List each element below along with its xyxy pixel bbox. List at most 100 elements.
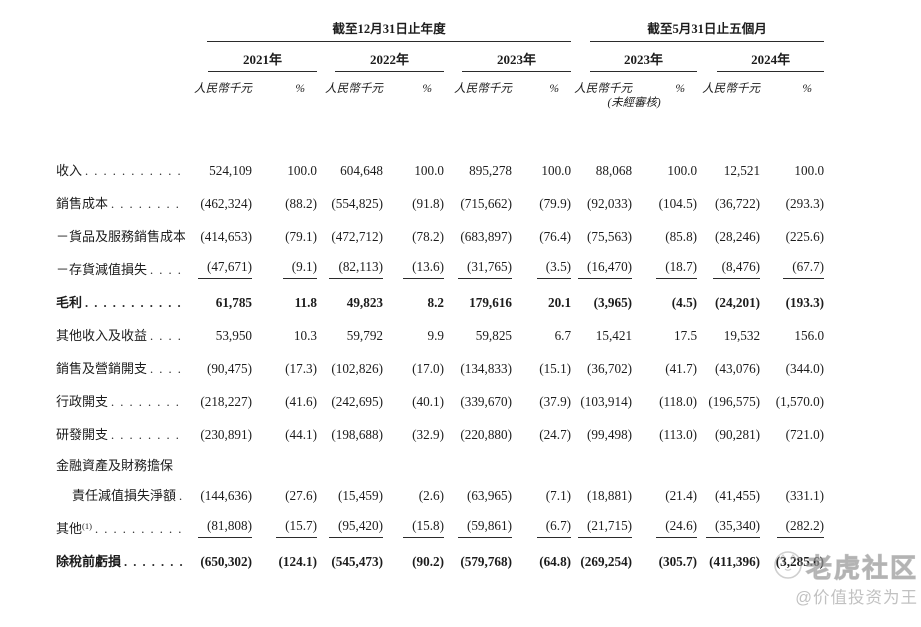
cell-value: (339,670) [460,393,512,409]
cell-value: (196,575) [708,393,761,409]
row-label: 銷售成本 [56,195,109,211]
table-row: 其他收入及收益. . . . . . . . . . . . . . . . .… [56,319,824,352]
cell-value: (331.1) [785,487,825,503]
cell-value [697,451,760,479]
cell-value: (218,227) [200,393,252,409]
table-row: 責任減值損失淨額. . . . . . . . . . . . . . . . … [56,479,824,512]
dot-leader: . . . . . . . . . . . . . . . . . . . . … [111,428,185,442]
cell-value: (15.1) [539,360,572,376]
cell-value [512,451,571,479]
dot-leader: . . . . . . . . . . . . . . . . . . . . … [94,522,185,536]
cell-value: 156.0 [794,327,825,343]
cell-value: (269,254) [580,553,633,569]
cell-value: (414,653) [200,228,252,244]
financial-table: 截至12月31日止年度 截至5月31日止五個月 2021年 2022年 2023… [56,14,825,578]
cell-value: (28,246) [715,228,761,244]
year-label-2023: 2023年 [462,53,572,72]
table-row: 毛利. . . . . . . . . . . . . . . . . . . … [56,286,824,319]
row-label: 責任減值損失淨額 [72,487,177,503]
cell-value: (579,768) [460,553,512,569]
row-label: 研發開支 [56,426,109,442]
row-label-cell: 銷售成本. . . . . . . . . . . . . . . . . . … [56,187,185,220]
percent-label: % [549,82,560,96]
unaudited-note-row: (未經審核) [56,97,824,118]
cell-value: (3,965) [593,294,633,310]
unaudited-note: (未經審核) [607,97,661,109]
cell-value: (472,712) [331,228,383,244]
table-row: 行政開支. . . . . . . . . . . . . . . . . . … [56,385,824,418]
period-group-title-five-months: 截至5月31日止五個月 [590,23,825,42]
cell-value: 20.1 [547,294,572,310]
row-label-cell: 其他(1). . . . . . . . . . . . . . . . . .… [56,512,185,545]
cell-value: (124.1) [278,553,317,569]
cell-value: (462,324) [200,195,252,211]
year-header-row: 2021年 2022年 2023年 2023年 2024年 [56,42,825,72]
footnote-marker: (1) [82,520,92,531]
cell-value: 8.2 [427,294,444,310]
cell-value: (17.3) [285,360,317,376]
cell-value: 15,421 [595,327,633,343]
unit-label: 人民幣千元 [325,82,383,96]
row-label: 行政開支 [56,393,109,409]
cell-value: (92,033) [587,195,633,211]
cell-value: (67.7) [760,253,825,286]
cell-value: (90,475) [206,360,252,376]
cell-value: (305.7) [658,553,698,569]
cell-value: (90,281) [715,426,761,442]
cell-value: (230,891) [200,426,252,442]
cell-value: 12,521 [723,162,761,178]
unit-label: 人民幣千元 [194,82,252,96]
row-label: 銷售及營銷開支 [56,360,148,376]
period-group-title-annual: 截至12月31日止年度 [207,23,572,42]
cell-value: (41,455) [715,487,761,503]
table-body: 收入. . . . . . . . . . . . . . . . . . . … [56,154,825,578]
cell-value: 179,616 [469,294,512,310]
row-label: 其他收入及收益 [56,327,148,343]
cell-value: (2.6) [418,487,444,503]
cell-value: (104.5) [658,195,698,211]
table-row: 銷售成本. . . . . . . . . . . . . . . . . . … [56,187,824,220]
table-row: 除稅前虧損. . . . . . . . . . . . . . . . . .… [56,545,824,578]
row-label-cell: 毛利. . . . . . . . . . . . . . . . . . . … [56,286,185,319]
cell-value: (95,420) [317,512,383,545]
table-row: －存貨減值損失. . . . . . . . . . . . . . . . .… [56,253,825,286]
cell-value: (545,473) [331,553,383,569]
cell-value: 61,785 [215,294,252,310]
percent-label: % [422,82,432,96]
row-label: －存貨減值損失 [56,261,148,277]
cell-value: (411,396) [709,553,761,569]
cell-value: (76.4) [539,228,572,244]
cell-value [444,451,512,479]
cell-value: 59,792 [346,327,383,343]
cell-value: (32.9) [412,426,444,442]
cell-value: (13.6) [383,253,444,286]
cell-value: (44.1) [285,426,317,442]
row-label: 除稅前虧損 [56,553,122,569]
cell-value: (31,765) [444,253,512,286]
table-row: －貨品及服務銷售成本 (414,653) (79.1) (472,712) (78.2)… [56,220,824,253]
table-row: 收入. . . . . . . . . . . . . . . . . . . … [56,154,824,187]
cell-value: (24,201) [715,294,761,310]
cell-value: (18.7) [632,253,698,286]
period-group-header-row: 截至12月31日止年度 截至5月31日止五個月 [56,14,825,42]
cell-value: (15,459) [337,487,383,503]
cell-value: 9.9 [427,327,444,343]
row-label-cell: 研發開支. . . . . . . . . . . . . . . . . . … [56,418,185,451]
cell-value: (47,671) [185,253,252,286]
cell-value: (17.0) [412,360,444,376]
cell-value: (715,662) [460,195,512,211]
cell-value: (82,113) [317,253,383,286]
cell-value: (91.8) [412,195,444,211]
cell-value: 10.3 [293,327,317,343]
cell-value [252,451,317,479]
dot-leader: . . . . . . . . . . . . . . . . . . . . … [150,329,185,343]
year-label-2023-5m: 2023年 [590,53,698,72]
cell-value: (99,498) [587,426,633,442]
cell-value: (36,722) [715,195,761,211]
dot-leader: . . . . . . . . . . . . . . . . . . . . … [124,555,185,569]
table-row: 銷售及營銷開支. . . . . . . . . . . . . . . . .… [56,352,824,385]
unit-header-row: 人民幣千元 % 人民幣千元 % 人民幣千元 % 人民幣千元 % 人民幣千元 % [56,72,824,98]
cell-value: 53,950 [215,327,252,343]
dot-leader: . . . . . . . . . . . . . . . . . . . . … [111,197,185,211]
cell-value: (88.2) [285,195,317,211]
